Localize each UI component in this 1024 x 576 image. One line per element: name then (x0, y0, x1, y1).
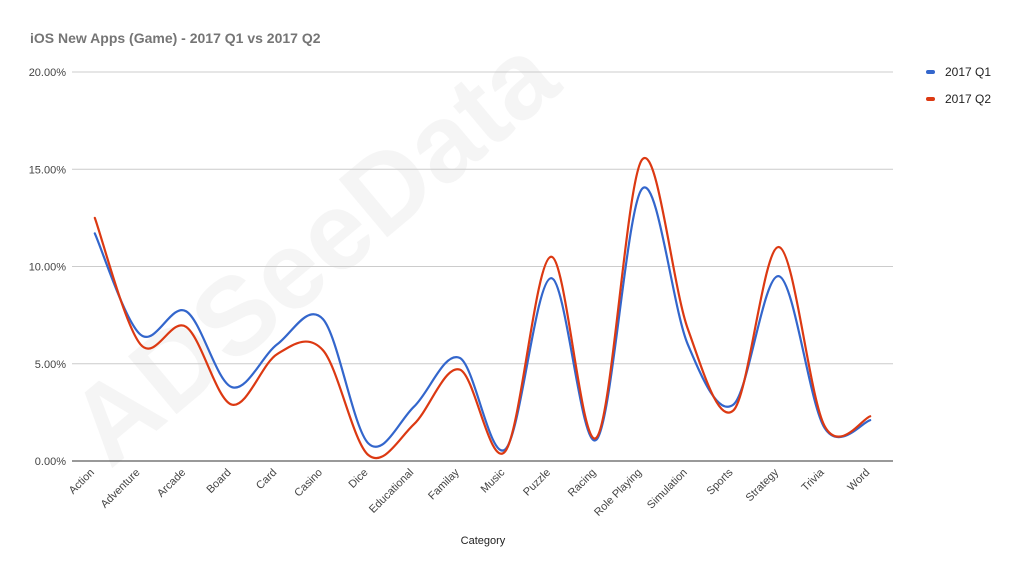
y-tick-label: 10.00% (29, 262, 67, 274)
x-tick-label: Casino (292, 467, 325, 500)
legend-swatch-q1 (926, 70, 935, 74)
chart-title: iOS New Apps (Game) - 2017 Q1 vs 2017 Q2 (30, 30, 321, 46)
legend-label-q2: 2017 Q2 (945, 92, 992, 106)
x-tick-label: Card (254, 467, 279, 492)
x-tick-label: Arcade (155, 467, 188, 500)
x-axis-ticks: Action Adventure Arcade Board Card Casino Dice… (67, 466, 872, 519)
x-tick-label: Familay (426, 466, 462, 502)
x-tick-label: Word (845, 467, 872, 494)
gridlines (72, 71, 893, 462)
y-tick-label: 20.00% (29, 67, 67, 79)
x-tick-label: Racing (566, 467, 599, 500)
y-tick-label: 15.00% (29, 164, 67, 176)
x-tick-label: Role Playing (592, 467, 644, 519)
x-tick-label: Trivia (799, 466, 827, 494)
x-tick-label: Music (479, 466, 508, 495)
x-tick-label: Simulation (645, 467, 690, 512)
x-tick-label: Dice (347, 467, 371, 491)
legend-label-q1: 2017 Q1 (945, 65, 992, 79)
y-axis-ticks: 0.00% 5.00% 10.00% 15.00% 20.00% (29, 67, 67, 468)
x-tick-label: Action (67, 467, 97, 497)
x-tick-label: Educational (367, 467, 416, 516)
y-tick-label: 0.00% (35, 456, 66, 468)
y-tick-label: 5.00% (35, 359, 66, 371)
series-lines (93, 156, 872, 459)
watermark: ADSeeData (46, 12, 580, 488)
series-line-q2[interactable] (93, 156, 872, 459)
x-tick-label: Board (205, 467, 234, 496)
legend-item-q2[interactable]: 2017 Q2 (926, 91, 991, 107)
legend: 2017 Q1 2017 Q2 (926, 64, 991, 118)
x-tick-label: Strategy (744, 466, 782, 504)
legend-swatch-q2 (926, 97, 935, 101)
x-tick-label: Puzzle (521, 467, 553, 499)
x-axis-title: Category (460, 535, 506, 547)
legend-item-q1[interactable]: 2017 Q1 (926, 64, 991, 80)
x-tick-label: Sports (705, 466, 736, 497)
